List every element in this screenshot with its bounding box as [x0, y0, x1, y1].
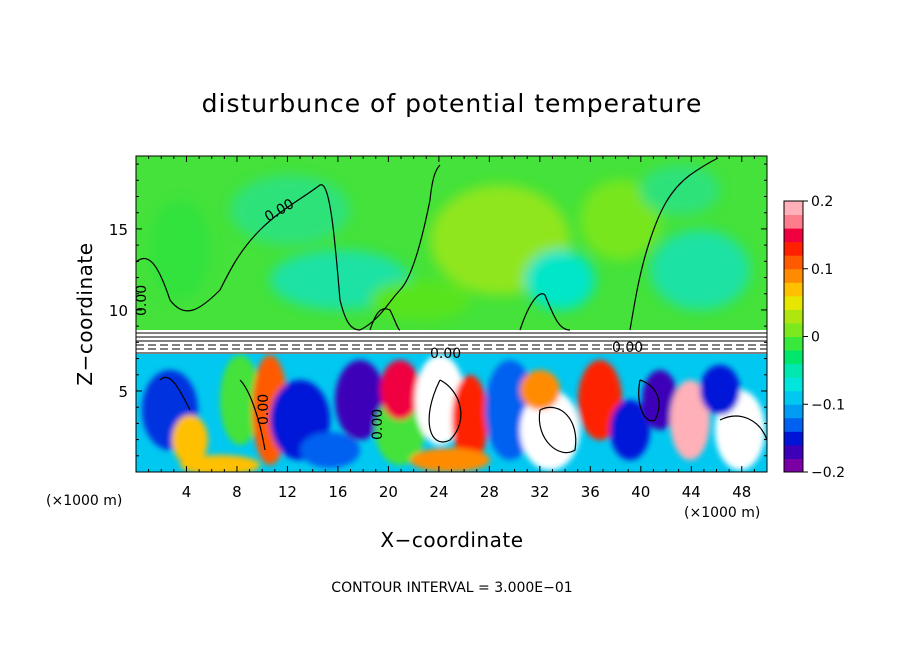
chart-title: disturbunce of potential temperature — [202, 89, 703, 118]
colorbar-tick-label: 0.2 — [811, 194, 833, 210]
x-tick-label: 24 — [429, 483, 448, 501]
y-tick-label: 10 — [109, 302, 128, 320]
colorbar-swatch — [784, 417, 803, 432]
colorbar-swatch — [784, 282, 803, 297]
colorbar-swatch — [784, 228, 803, 243]
inversion-band — [136, 330, 767, 354]
colorbar-swatch — [784, 241, 803, 256]
x-tick-label: 16 — [328, 483, 347, 501]
colorbar-tick-label: −0.1 — [811, 397, 845, 413]
colorbar-swatch — [784, 309, 803, 324]
colorbar-swatch — [784, 201, 803, 216]
colorbar-swatch — [784, 255, 803, 270]
contour-label: 0.00 — [612, 340, 643, 356]
colorbar-swatch — [784, 336, 803, 351]
y-axis: 5 10 15 — [109, 163, 767, 457]
x-tick-label: 28 — [480, 483, 499, 501]
colorbar-swatch — [784, 390, 803, 405]
colorbar-swatch — [784, 404, 803, 419]
contour-interval-text: CONTOUR INTERVAL = 3.000E−01 — [331, 580, 572, 596]
colorbar-swatch — [784, 268, 803, 283]
z-unit-label: (×1000 m) — [46, 493, 122, 509]
colorbar-swatch — [784, 214, 803, 229]
x-tick-label: 48 — [732, 483, 751, 501]
colorbar-swatch — [784, 295, 803, 310]
x-tick-label: 36 — [581, 483, 600, 501]
x-tick-label: 44 — [682, 483, 701, 501]
x-axis: 4 8 12 16 20 24 28 32 36 40 44 48 — [148, 156, 755, 501]
y-tick-label: 15 — [109, 221, 128, 239]
x-unit-label: (×1000 m) — [684, 505, 760, 521]
inversion-lines — [136, 332, 767, 354]
contour-label: 0.00 — [134, 285, 150, 316]
colorbar-swatch — [784, 431, 803, 446]
colorbar-swatch — [784, 377, 803, 392]
contour-label: 0.00 — [256, 394, 272, 425]
y-tick-label: 5 — [118, 383, 128, 401]
colorbar-swatch — [784, 444, 803, 459]
x-tick-label: 20 — [379, 483, 398, 501]
upper-layer-field — [150, 165, 750, 320]
colorbar-swatch — [784, 322, 803, 337]
x-tick-label: 12 — [278, 483, 297, 501]
lower-layer-field — [142, 355, 765, 472]
x-tick-label: 8 — [232, 483, 242, 501]
contour-lines — [136, 157, 767, 454]
x-tick-label: 4 — [182, 483, 192, 501]
colorbar-tick-label: 0.1 — [811, 262, 833, 278]
colorbar-swatch — [784, 458, 803, 473]
x-axis-label: X−coordinate — [380, 528, 523, 552]
y-axis-label: Z−coordinate — [73, 242, 97, 385]
contour-label: 0.00 — [430, 346, 461, 362]
plot-area: 0.00 0.00 0.00 0.00 0.00 0.00 — [134, 156, 767, 472]
contour-label: 0.00 — [370, 409, 386, 440]
colorbar-tick-label: −0.2 — [811, 465, 845, 481]
colorbar-swatch — [784, 350, 803, 365]
colorbar: 0.2 0.1 0 −0.1 −0.2 — [783, 194, 845, 481]
x-tick-label: 32 — [530, 483, 549, 501]
x-tick-label: 40 — [631, 483, 650, 501]
colorbar-tick-label: 0 — [811, 330, 820, 346]
colorbar-swatch — [784, 363, 803, 378]
